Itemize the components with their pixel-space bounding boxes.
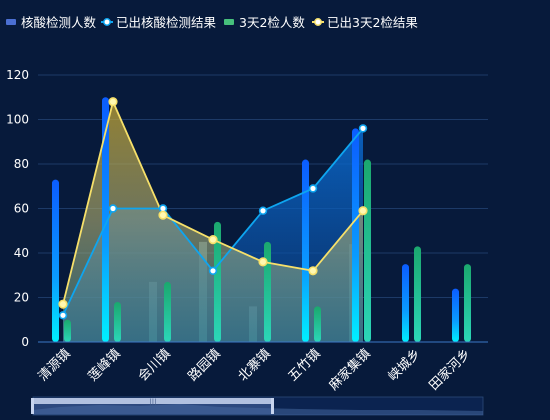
zoom-handle-left[interactable] xyxy=(31,398,34,414)
point-series-4[interactable] xyxy=(158,210,168,220)
bar-series-1[interactable] xyxy=(452,288,459,342)
legend-label: 3天2检人数 xyxy=(239,15,305,30)
x-axis: 清源镇 莲峰镇 会川镇 路园镇 北寨镇 五竹镇 麻家集镇 峡城乡 田家河乡 xyxy=(36,346,474,394)
bar-series-3[interactable] xyxy=(214,221,221,342)
point-series-2[interactable] xyxy=(308,184,318,193)
point-series-2[interactable] xyxy=(258,206,268,215)
bar-series-1[interactable] xyxy=(102,97,109,342)
bar-series-1[interactable] xyxy=(52,179,59,342)
legend-label: 已出核酸检测结果 xyxy=(116,15,217,30)
x-tick-label: 田家河乡 xyxy=(426,346,474,394)
y-tick-label: 60 xyxy=(14,202,29,216)
point-series-4[interactable] xyxy=(258,257,268,267)
legend-item-2[interactable]: 已出核酸检测结果 xyxy=(101,15,217,30)
legend-swatch-bar xyxy=(224,19,234,25)
point-series-2[interactable] xyxy=(58,311,68,320)
legend-item-1[interactable]: 核酸检测人数 xyxy=(6,15,97,30)
legend-swatch-dot xyxy=(103,18,111,26)
y-axis: 0 20 40 60 80 100 120 xyxy=(6,68,29,349)
x-tick-label: 莲峰镇 xyxy=(86,346,124,384)
bars xyxy=(52,97,471,342)
x-tick-label: 峡城乡 xyxy=(386,346,424,384)
point-series-4[interactable] xyxy=(358,206,368,216)
points xyxy=(58,97,368,320)
y-tick-label: 20 xyxy=(14,291,29,305)
x-tick-label: 五竹镇 xyxy=(286,346,324,384)
x-tick-label: 麻家集镇 xyxy=(326,346,374,394)
y-tick-label: 120 xyxy=(6,68,29,82)
x-tick-label: 会川镇 xyxy=(136,346,174,384)
point-series-2[interactable] xyxy=(108,204,118,213)
legend-item-4[interactable]: 已出3天2检结果 xyxy=(312,15,418,30)
x-tick-label: 清源镇 xyxy=(36,346,74,384)
legend-label: 已出3天2检结果 xyxy=(327,15,418,30)
bar-series-1[interactable] xyxy=(302,159,309,342)
legend-swatch-bar xyxy=(6,19,16,25)
bar-series-3[interactable] xyxy=(314,306,321,342)
legend-item-3[interactable]: 3天2检人数 xyxy=(224,15,305,30)
bar-series-3[interactable] xyxy=(64,319,71,342)
zoom-handle-bar[interactable] xyxy=(33,398,273,404)
bar-series-3[interactable] xyxy=(414,246,421,342)
bar-series-1[interactable] xyxy=(402,264,409,342)
data-zoom: ||| xyxy=(31,396,484,416)
legend-label: 核酸检测人数 xyxy=(21,15,97,30)
bar-series-1[interactable] xyxy=(352,128,359,342)
bar-series-3[interactable] xyxy=(464,264,471,342)
point-series-4[interactable] xyxy=(58,299,68,309)
bar-series-3[interactable] xyxy=(364,159,371,342)
bar-series-3[interactable] xyxy=(164,281,171,342)
area-series-4 xyxy=(63,101,363,342)
y-tick-label: 100 xyxy=(6,113,29,127)
x-tick-label: 路园镇 xyxy=(185,346,224,385)
point-series-4[interactable] xyxy=(208,235,218,245)
x-tick-label: 北寨镇 xyxy=(235,346,274,385)
legend: 核酸检测人数 已出核酸检测结果 3天2检人数 已出3天2检结果 xyxy=(6,15,418,30)
y-tick-label: 40 xyxy=(14,246,29,260)
point-series-2[interactable] xyxy=(208,266,218,275)
zoom-grip-icon: ||| xyxy=(149,398,156,406)
y-tick-label: 0 xyxy=(21,335,29,349)
bar-series-3[interactable] xyxy=(114,301,121,342)
bar-series-3[interactable] xyxy=(264,241,271,342)
point-series-2[interactable] xyxy=(358,124,368,133)
legend-swatch-dot xyxy=(314,18,322,26)
y-tick-label: 80 xyxy=(14,157,29,171)
point-series-4[interactable] xyxy=(108,97,118,107)
zoom-handle-right[interactable] xyxy=(271,398,274,414)
point-series-4[interactable] xyxy=(308,266,318,276)
